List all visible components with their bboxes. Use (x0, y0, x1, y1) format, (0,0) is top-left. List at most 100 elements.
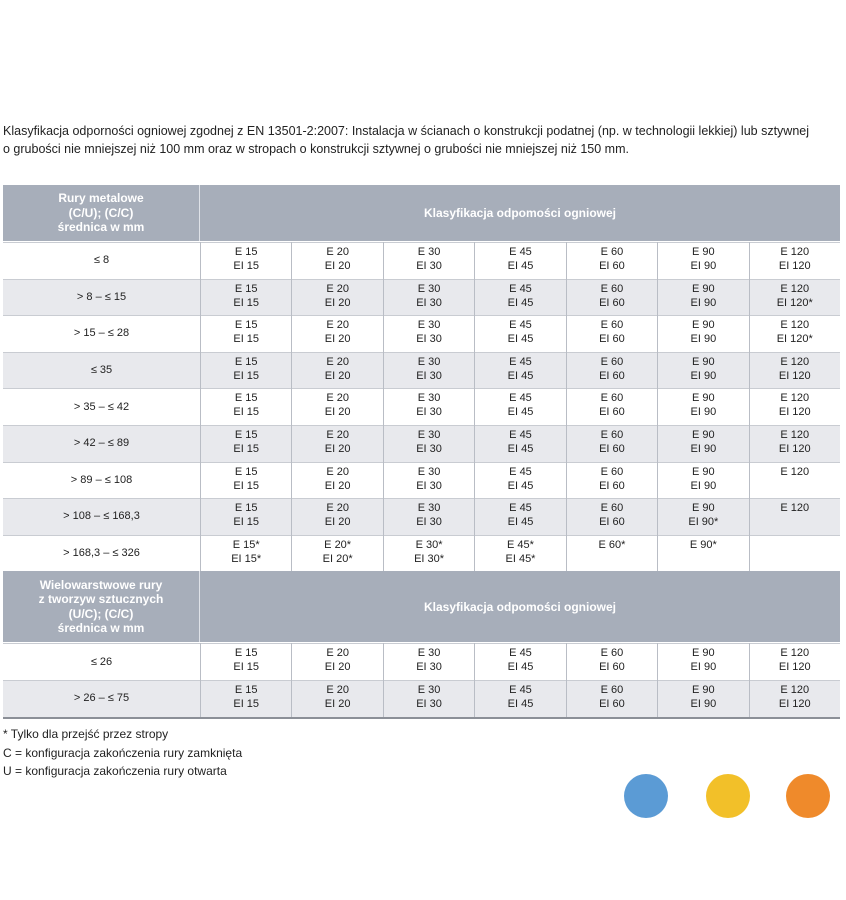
row-bg (3, 498, 840, 536)
class-line: EI 45 (507, 698, 534, 710)
class-line: EI 30 (416, 260, 442, 272)
class-line: EI 120 (778, 406, 811, 419)
class-line: E 30 (417, 246, 441, 258)
class-cell: E 45 EI 45 (474, 643, 565, 680)
class-line: E 45 (509, 502, 532, 515)
class-line: EI 30 (416, 369, 442, 382)
class-line: E 60 (600, 465, 624, 478)
class-line: E 60 (600, 282, 624, 295)
class-line: E 20 (326, 502, 349, 515)
class-line: E 90 (692, 502, 715, 515)
class-cell: E 15 EI 15 (200, 278, 291, 316)
class-line: EI 20 (324, 296, 351, 309)
class-line: E 90 (692, 684, 715, 696)
class-cell: E 30 EI 30 (382, 643, 474, 680)
class-line: E 60 (600, 355, 624, 368)
class-line: EI 30* (414, 552, 445, 565)
class-line: E 60* (598, 538, 626, 551)
class-cell: E 20 EI 20 (291, 425, 382, 462)
class-cell: E 60 EI 60 (565, 278, 657, 316)
footnote: * Tylko dla przejść przez stropy (3, 727, 169, 741)
class-cell: E 120 EI 120* (748, 315, 840, 352)
class-cell: E 20 EI 20 (291, 680, 382, 717)
class-cell: E 60 EI 60 (565, 351, 657, 389)
class-line: E 20* (324, 538, 352, 551)
class-line: EI 30 (416, 516, 442, 529)
class-line: E 45 (509, 392, 532, 405)
class-line: EI 45 (507, 661, 534, 674)
class-line: E 15 (234, 502, 258, 515)
class-line: EI 45 (507, 406, 534, 419)
class-line: EI 15 (233, 333, 260, 346)
section-label: Rury metalowe (C/U); (C/C) średnica w mm (3, 185, 200, 241)
class-line: EI 20 (324, 369, 351, 382)
class-line: E 30 (417, 502, 441, 515)
class-line: E 30 (417, 319, 441, 332)
class-cell: E 20 EI 20 (291, 498, 382, 535)
class-line: E 20 (326, 355, 349, 368)
class-line: EI 20 (324, 333, 351, 346)
class-cell: E 20 EI 20 (291, 278, 382, 316)
class-line: E 60 (600, 246, 624, 258)
class-line: EI 30 (416, 296, 442, 309)
class-line: E 120 (780, 465, 810, 478)
class-cell: E 60 EI 60 (565, 680, 657, 717)
class-line: E 90 (692, 319, 715, 332)
class-line: E 60 (600, 429, 624, 441)
class-cell: E 45 EI 45 (474, 425, 565, 462)
class-line: E 45 (509, 684, 532, 696)
decor-circle (624, 774, 668, 818)
class-line: EI 90 (690, 443, 717, 455)
class-cell: E 20 EI 20 (291, 315, 382, 352)
class-cell: E 120 EI 120 (748, 680, 840, 717)
class-line: E 30 (417, 429, 441, 441)
class-line: EI 60 (599, 260, 625, 272)
class-cell: E 20 EI 20 (291, 643, 382, 680)
class-cell: E 15* EI 15* (200, 534, 291, 572)
class-line: E 30 (417, 355, 441, 368)
class-cell (748, 534, 840, 572)
class-line: E 20 (326, 647, 349, 660)
class-line: E 120 (780, 684, 810, 696)
class-cell: E 90 EI 90* (657, 498, 748, 535)
class-line: E 15 (234, 465, 258, 478)
section-title: Klasyfikacja odpomości ogniowej (200, 185, 840, 241)
class-line: EI 20 (324, 479, 351, 492)
row-label: > 8 – ≤ 15 (76, 290, 127, 303)
class-line: E 45 (509, 246, 532, 258)
class-line: E 60 (600, 647, 624, 660)
label-line: Rury metalowe (58, 191, 144, 206)
row-bg (3, 643, 840, 681)
row-bg (3, 425, 840, 463)
class-cell: E 45 EI 45 (474, 242, 565, 279)
row-label: > 15 – ≤ 28 (73, 327, 130, 340)
class-line: EI 15 (233, 406, 260, 419)
class-cell: E 45 EI 45 (474, 278, 565, 316)
class-cell: E 60 EI 60 (565, 643, 657, 680)
class-line: EI 60 (599, 479, 625, 492)
class-cell: E 60 EI 60 (565, 425, 657, 462)
class-line: E 20 (326, 246, 349, 258)
footnote: U = konfiguracja zakończenia rury otwart… (3, 764, 227, 778)
class-line: E 45 (509, 282, 532, 295)
class-cell: E 45 EI 45 (474, 351, 565, 389)
class-cell: E 60* (565, 534, 657, 572)
class-cell: E 15 EI 15 (200, 242, 291, 279)
section-label: Wielowarstwowe rury z tworzyw sztucznych(… (3, 571, 200, 643)
class-line: EI 45 (507, 260, 534, 272)
class-line: E 60 (600, 319, 624, 332)
class-line: EI 90 (690, 333, 717, 346)
class-line: EI 45 (507, 443, 534, 455)
class-line: EI 30 (416, 406, 442, 419)
class-cell: E 120 EI 120 (748, 242, 840, 279)
class-cell: E 45 EI 45 (474, 461, 565, 499)
class-line: EI 60 (599, 296, 625, 309)
class-line: E 90 (692, 282, 715, 295)
class-line: EI 15 (233, 661, 260, 674)
class-line: EI 30 (416, 479, 442, 492)
class-cell: E 120 EI 120 (748, 643, 840, 680)
class-line: EI 90 (690, 479, 717, 492)
class-cell: E 90 EI 90 (657, 643, 748, 680)
class-line: E 90 (692, 246, 715, 258)
class-line: E 45 (509, 465, 532, 478)
